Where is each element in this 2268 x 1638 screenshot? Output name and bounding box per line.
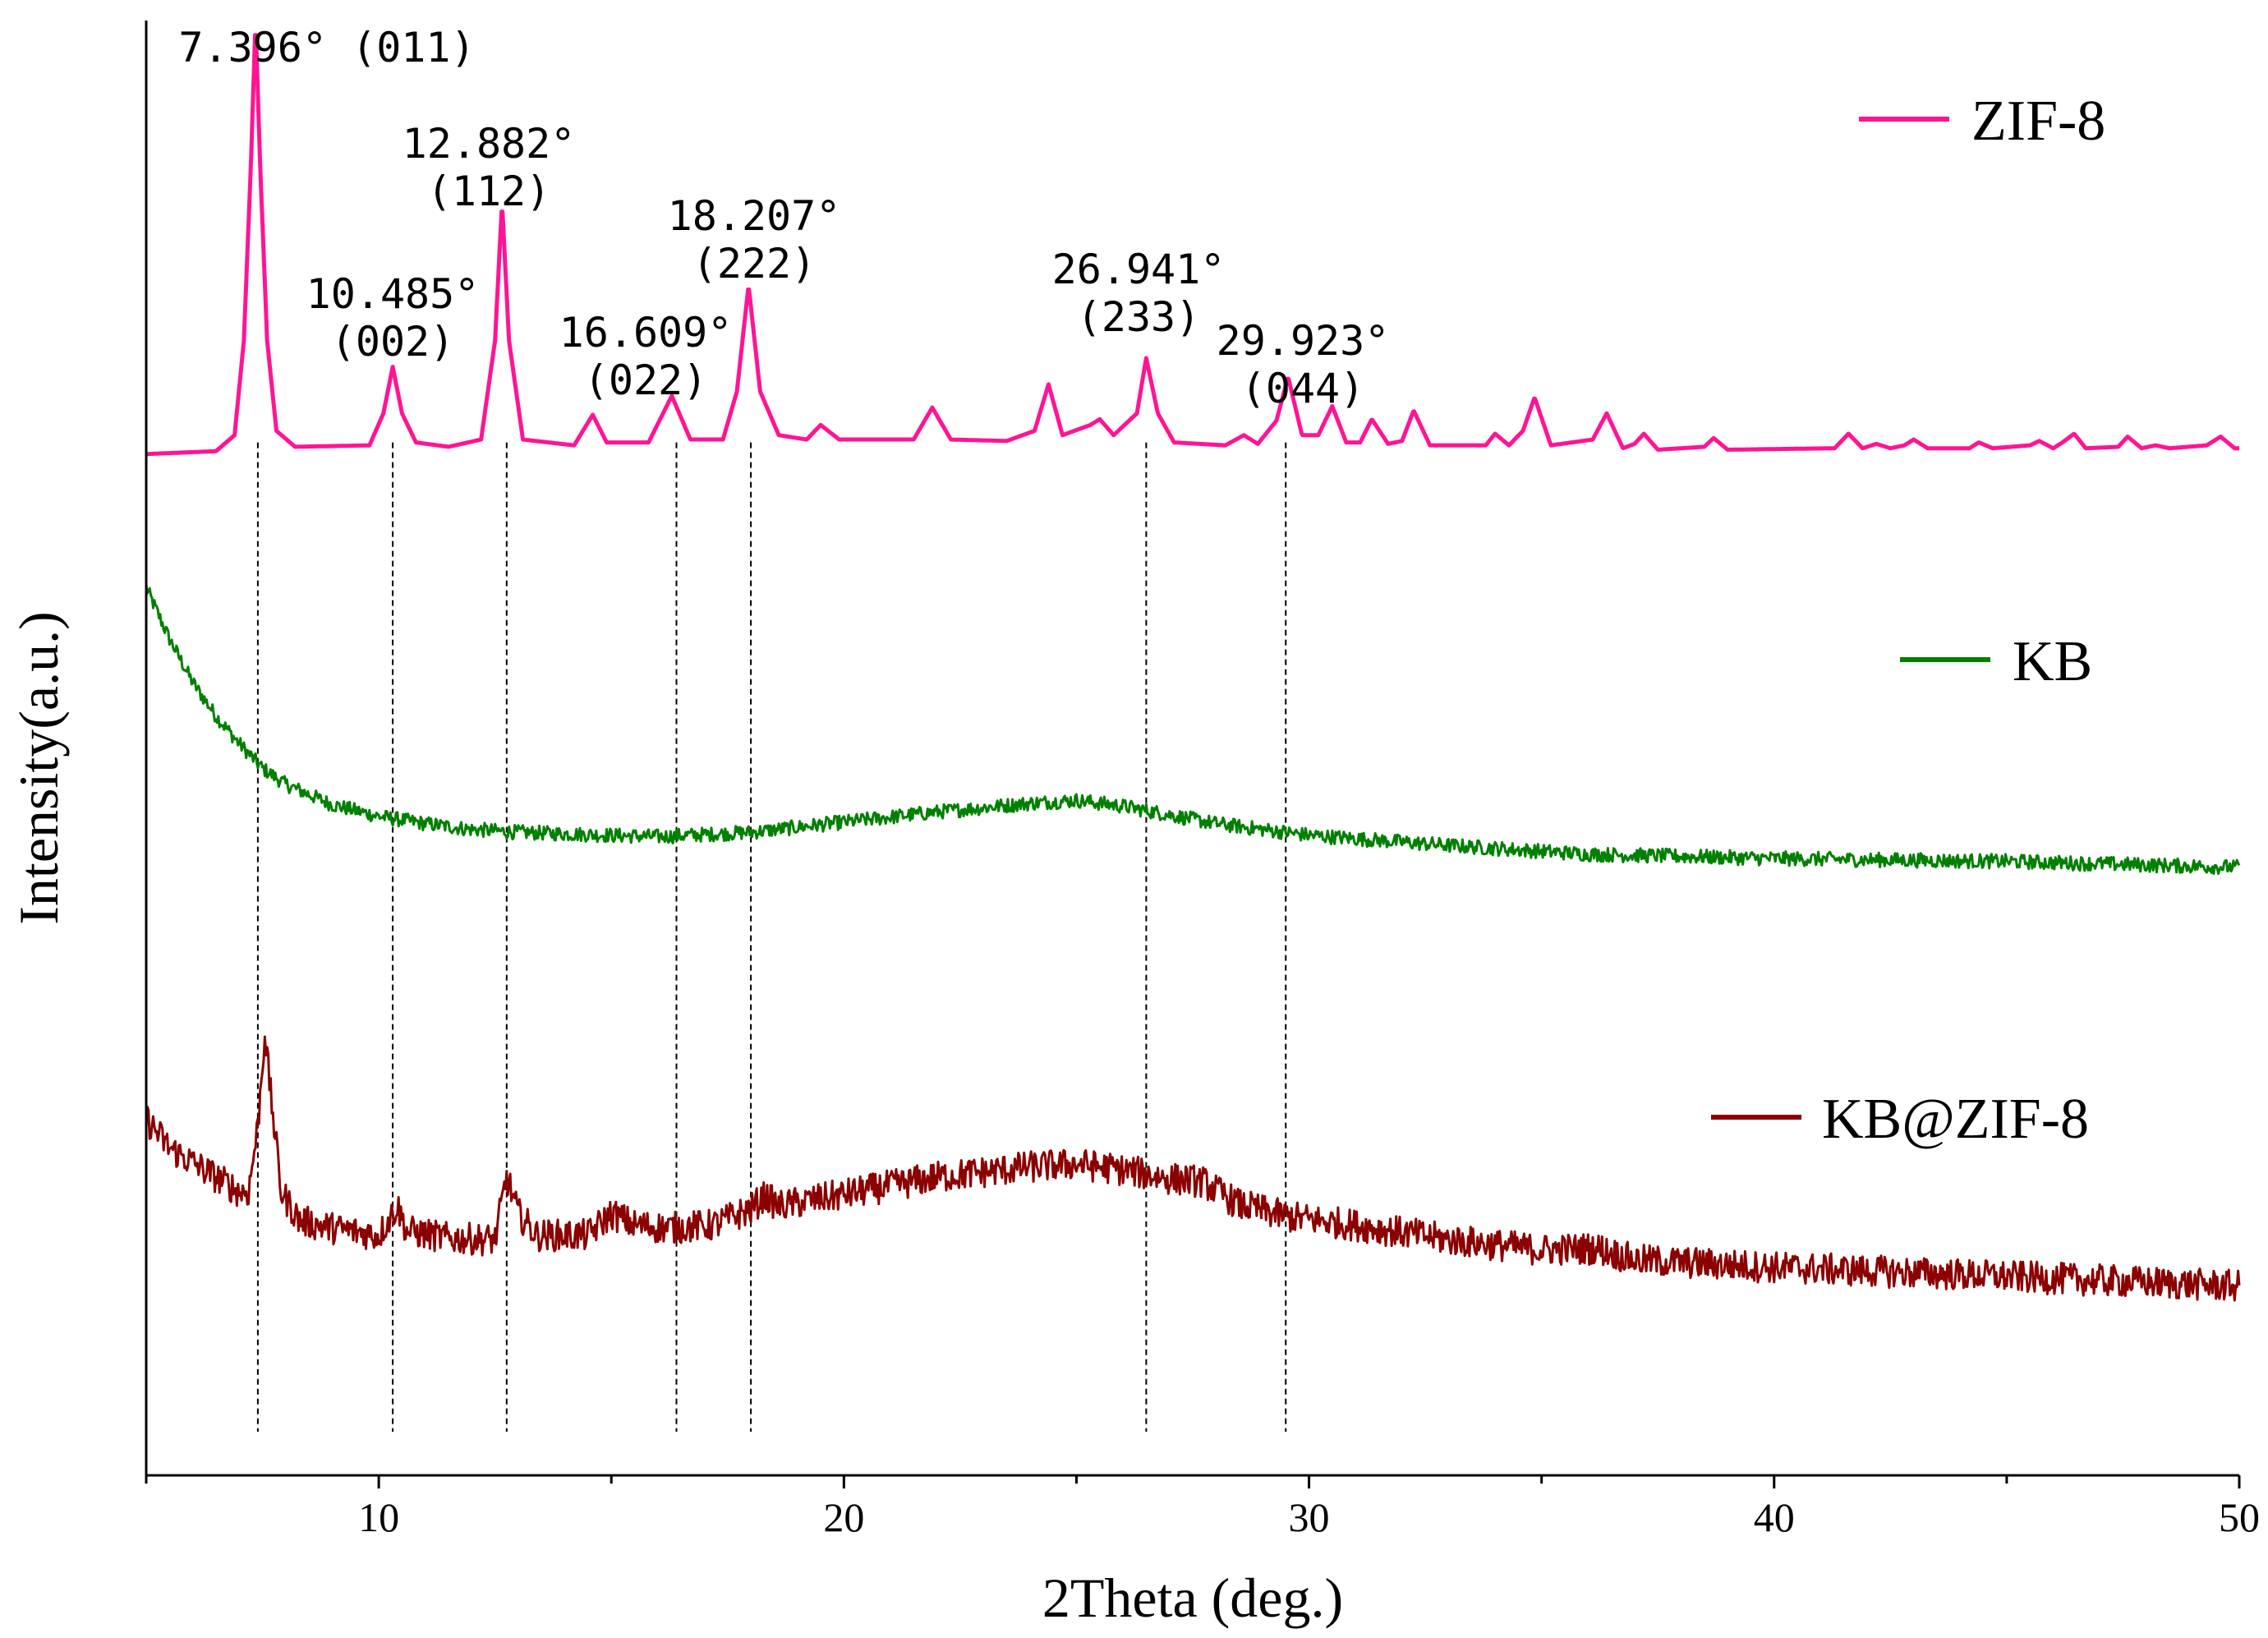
- legends: ZIF-8 KB KB@ZIF-8: [1711, 90, 2105, 1151]
- series-group: [145, 33, 2241, 1302]
- peak-annotation-label: (002): [331, 318, 455, 366]
- reference-lines: [256, 442, 1287, 1432]
- peak-annotation-label: 10.485°: [306, 270, 480, 318]
- peak-annotation-label: 16.609°: [559, 309, 733, 357]
- peak-annotation-label: 12.882°: [403, 120, 576, 168]
- peak-annotation-label: (022): [584, 357, 708, 404]
- legend-label-kb: KB: [2013, 630, 2092, 693]
- series-line-kb: [145, 585, 2241, 876]
- x-tick-label: 50: [2219, 1494, 2260, 1540]
- x-ticks: 10 20 30 40 50: [145, 1475, 2260, 1540]
- legend-label-kb-zif-8: KB@ZIF-8: [1822, 1088, 2089, 1151]
- x-tick-label: 40: [1754, 1494, 1795, 1540]
- peak-annotation-label: (233): [1077, 293, 1201, 341]
- series-line-kb-zif-8: [145, 1035, 2241, 1302]
- x-tick-label: 10: [358, 1494, 399, 1540]
- peak-annotation-label: 26.941°: [1052, 246, 1226, 293]
- peak-annotations: 7.396° (011) 10.485°(002) 12.882°(112) 16.6…: [178, 24, 1389, 412]
- peak-annotation-label: 29.923°: [1217, 317, 1390, 365]
- peak-annotation-label: 7.396° (011): [178, 24, 475, 71]
- y-axis-title: Intensity(a.u.): [7, 611, 70, 924]
- x-tick-label: 30: [1289, 1494, 1330, 1540]
- x-axis-title: 2Theta (deg.): [1042, 1567, 1343, 1629]
- peak-annotation-label: (044): [1241, 365, 1365, 412]
- legend-label-zif-8: ZIF-8: [1971, 90, 2105, 153]
- series-line-zif-8: [145, 33, 2241, 457]
- peak-annotation-label: 18.207°: [668, 192, 841, 240]
- peak-annotation-label: (112): [427, 168, 551, 215]
- peak-annotation-label: (222): [692, 240, 817, 288]
- x-tick-label: 20: [823, 1494, 864, 1540]
